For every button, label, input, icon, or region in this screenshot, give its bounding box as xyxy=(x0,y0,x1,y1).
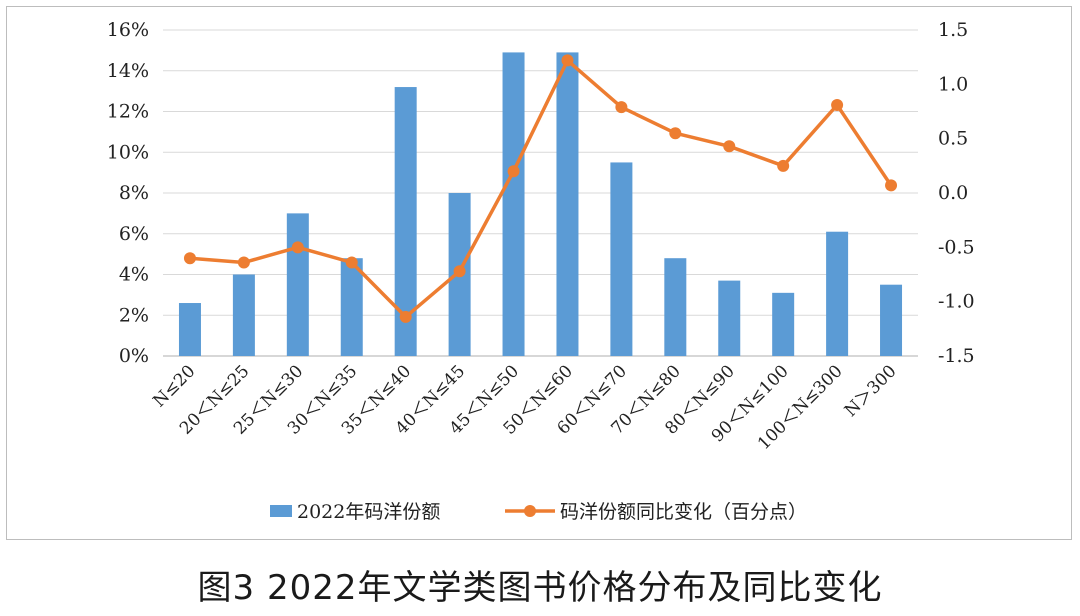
y-left-tick-label: 14% xyxy=(107,60,149,82)
y-left-tick-label: 6% xyxy=(119,223,149,245)
bar xyxy=(610,162,633,356)
line-point xyxy=(561,54,574,67)
line-point xyxy=(183,252,196,265)
bar xyxy=(502,52,525,356)
y-right-tick-label: -0.5 xyxy=(938,236,975,258)
y-left-tick-label: 0% xyxy=(119,345,149,367)
x-tick-label: N＞300 xyxy=(841,361,901,421)
y-right-tick-label: 0.0 xyxy=(938,182,968,204)
line-point xyxy=(453,265,466,278)
line-point xyxy=(723,140,736,153)
line-point xyxy=(345,256,358,269)
y-left-tick-label: 8% xyxy=(119,182,149,204)
bar xyxy=(232,274,255,356)
bar xyxy=(772,292,795,356)
line-point xyxy=(669,127,682,140)
line-point xyxy=(237,256,250,269)
chart-svg: 0% 2% 4% 6% 8% 10% 12% 14% 16% -1.5 -1.0 -0.5 0.0 0.5… xyxy=(107,19,975,523)
y-right-tick-label: -1.5 xyxy=(938,345,975,367)
x-tick-label: N≤20 xyxy=(149,361,199,411)
line-point xyxy=(291,241,304,254)
bar xyxy=(556,52,579,356)
y-left-tick-label: 12% xyxy=(107,101,149,123)
y-right-tick-label: -1.0 xyxy=(938,291,975,313)
y-left-tick-label: 2% xyxy=(119,304,149,326)
bar xyxy=(394,87,417,357)
y-right-tick-label: 1.5 xyxy=(938,19,968,41)
line-point xyxy=(399,310,412,323)
y-left-tick-label: 10% xyxy=(107,141,149,163)
line-series xyxy=(189,58,893,319)
chart-frame xyxy=(6,6,1072,540)
bar xyxy=(178,303,201,356)
line-point xyxy=(777,159,790,172)
bar xyxy=(718,280,741,356)
bar xyxy=(826,231,849,356)
legend-line-label: 码洋份额同比变化（百分点） xyxy=(560,501,807,523)
figure-caption: 图3 2022年文学类图书价格分布及同比变化 xyxy=(197,568,883,608)
line-point xyxy=(615,101,628,114)
bar xyxy=(340,258,363,356)
bar xyxy=(286,213,309,356)
y-left-tick-label: 4% xyxy=(119,264,149,286)
y-right-tick-label: 1.0 xyxy=(938,73,968,95)
legend-bar-swatch xyxy=(270,505,292,517)
legend-line-marker xyxy=(524,505,536,517)
legend-bar-label: 2022年码洋份额 xyxy=(297,501,440,523)
bar xyxy=(880,284,903,356)
line-point xyxy=(831,98,844,111)
y-right-tick-label: 0.5 xyxy=(938,128,968,150)
y-left-tick-label: 16% xyxy=(107,19,149,41)
line-point xyxy=(507,165,520,178)
line-point xyxy=(885,179,898,192)
bar xyxy=(664,258,687,356)
